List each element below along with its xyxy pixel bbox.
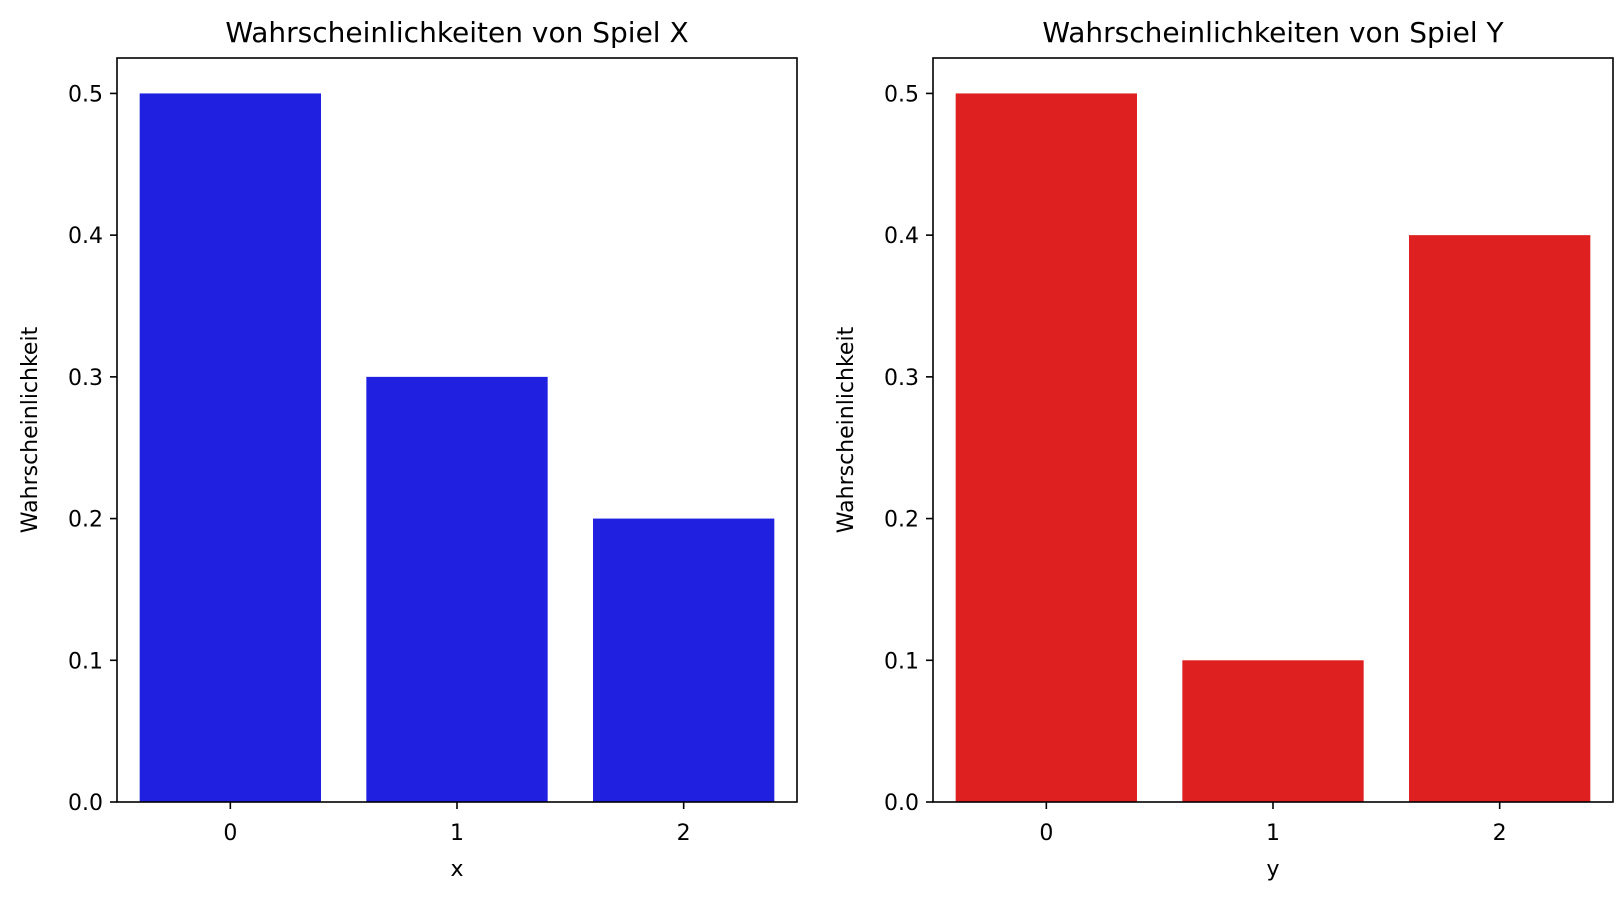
x-tick-label: 0 [1039, 821, 1053, 846]
y-axis-label: Wahrscheinlichkeit [18, 326, 43, 533]
bar-y-1 [1182, 660, 1364, 802]
y-tick-label: 0.0 [884, 791, 919, 816]
bar-x-1 [366, 376, 548, 802]
y-tick-label: 0.4 [68, 224, 103, 249]
y-tick-label: 0.1 [68, 649, 103, 674]
y-axis-label: Wahrscheinlichkeit [834, 326, 859, 533]
y-tick-label: 0.3 [68, 366, 103, 391]
x-tick-label: 2 [1493, 821, 1507, 846]
x-tick-label: 0 [223, 821, 237, 846]
y-tick-label: 0.0 [68, 791, 103, 816]
y-tick-label: 0.4 [884, 224, 919, 249]
y-tick-label: 0.5 [68, 82, 103, 107]
x-tick-label: 1 [450, 821, 464, 846]
chart-title: Wahrscheinlichkeiten von Spiel Y [1042, 16, 1504, 49]
bar-y-2 [1409, 235, 1591, 802]
y-tick-label: 0.2 [884, 508, 919, 533]
chart-title: Wahrscheinlichkeiten von Spiel X [225, 16, 688, 49]
x-axis-label: x [450, 857, 463, 882]
bar-y-0 [955, 93, 1137, 803]
y-tick-label: 0.2 [68, 508, 103, 533]
bar-x-2 [593, 518, 775, 802]
x-tick-label: 2 [677, 821, 691, 846]
x-axis-label: y [1266, 857, 1279, 882]
x-tick-label: 1 [1266, 821, 1280, 846]
y-tick-label: 0.1 [884, 649, 919, 674]
bar-x-0 [139, 93, 321, 803]
y-tick-label: 0.5 [884, 82, 919, 107]
y-tick-label: 0.3 [884, 366, 919, 391]
